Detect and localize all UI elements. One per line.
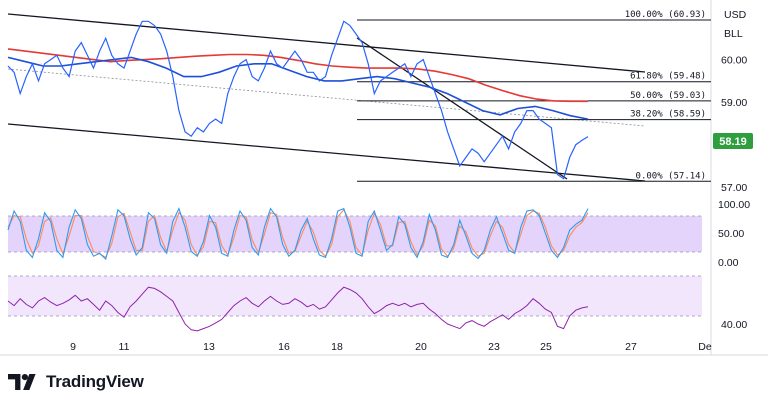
fib-level-label: 50.00% (59.03) [630,91,706,101]
last-price-tag [713,133,753,149]
time-tick-label: 16 [278,341,290,353]
stoch-band [8,216,702,252]
stoch-axis: 100.00 50.00 0.00 [718,199,750,269]
descending-trendline [356,37,568,180]
rsi-line [7,286,589,332]
time-tick-label: 13 [203,341,215,353]
stoch-tick-label: 50.00 [718,228,744,240]
brand-name: TradingView [46,372,144,391]
price-line [7,20,589,180]
time-tick-label: 9 [70,341,76,353]
last-price-label: 58.19 [719,136,747,148]
price-tick-label: 59.00 [721,97,747,109]
stoch-d-line [7,208,589,259]
stoch-tick-label: 100.00 [718,199,750,211]
channel-upper-line [7,13,646,73]
fib-level-label: 100.00% (60.93) [625,10,706,20]
time-tick-label: 20 [415,341,427,353]
price-tick-label: 60.00 [721,55,747,67]
price-tick-label: 57.00 [721,182,747,194]
time-tick-label: 27 [625,341,637,353]
stoch-tick-label: 0.00 [718,257,739,269]
time-tick-label: 23 [488,341,500,353]
time-tick-label: 18 [331,341,343,353]
rsi-tick-label: 40.00 [721,319,747,331]
rsi-axis: 40.00 [721,319,747,331]
sma-blue-line [7,56,589,120]
time-tick-label: 11 [119,341,130,353]
symbol-line-1: USD [724,9,747,21]
fib-level-label: 61.80% (59.48) [630,72,706,82]
fibonacci-levels: 100.00% (60.93) 61.80% (59.48) 50.00% (59.… [357,10,711,182]
sma-red-line [7,48,588,103]
channel-lower-line [7,123,646,182]
fib-level-label: 0.00% (57.14) [636,171,706,181]
tradingview-logo-icon [8,374,36,390]
tradingview-brand[interactable]: TradingView [8,371,144,393]
fib-level-label: 38.20% (58.59) [630,110,706,120]
stoch-k-line [7,207,589,261]
symbol-line-2: BLL [724,28,743,40]
time-tick-label: De [698,341,712,353]
rsi-band [8,276,702,316]
time-axis[interactable]: 9 11 13 16 18 20 23 25 27 De [70,341,712,353]
time-tick-label: 25 [540,341,552,353]
channel-midline [7,68,646,127]
